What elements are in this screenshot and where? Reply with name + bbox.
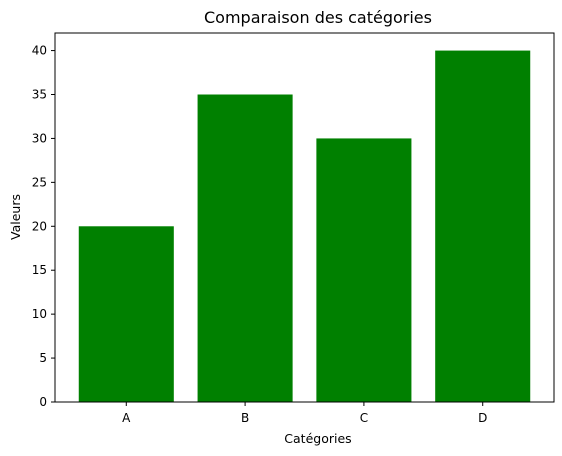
- y-tick-label-30: 30: [32, 131, 47, 145]
- plot-area: A B C D 0 5 10 15 20 25 30 35 40: [32, 32, 555, 425]
- y-tick-label-40: 40: [32, 44, 47, 58]
- y-tick-label-20: 20: [32, 219, 47, 233]
- bar-b: [197, 94, 293, 402]
- y-axis-label: Valeurs: [8, 194, 23, 240]
- x-tick-label-b: B: [241, 411, 249, 425]
- bar-c: [316, 138, 412, 402]
- y-tick-label-0: 0: [39, 395, 47, 409]
- y-tick-label-15: 15: [32, 263, 47, 277]
- y-tick-label-25: 25: [32, 175, 47, 189]
- chart-title: Comparaison des catégories: [204, 8, 432, 27]
- bar-a: [78, 226, 174, 402]
- y-tick-label-35: 35: [32, 88, 47, 102]
- x-tick-label-a: A: [122, 411, 131, 425]
- x-tick-label-c: C: [360, 411, 368, 425]
- plot-frame: [54, 32, 555, 403]
- y-tick-label-10: 10: [32, 307, 47, 321]
- x-axis-label: Catégories: [284, 431, 351, 446]
- y-tick-label-5: 5: [39, 351, 47, 365]
- bar-d: [435, 50, 531, 402]
- x-tick-label-d: D: [478, 411, 487, 425]
